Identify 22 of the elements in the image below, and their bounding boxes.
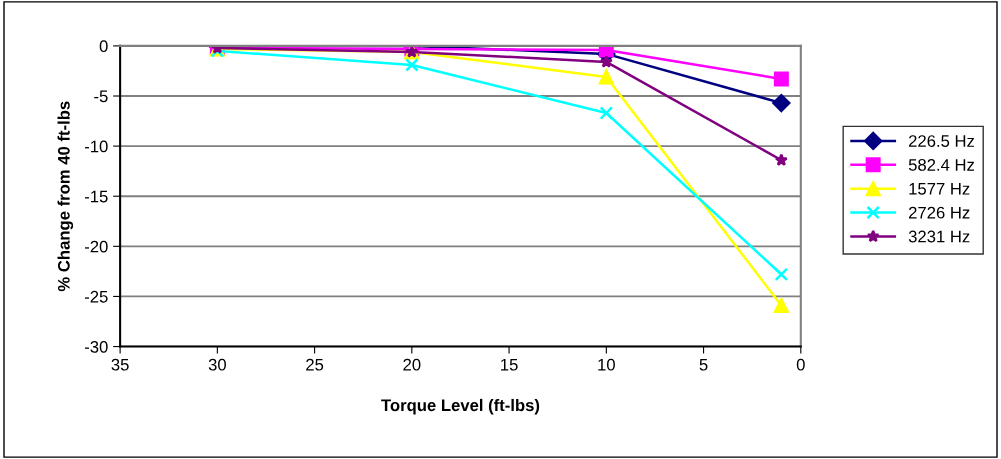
legend-label: 226.5 Hz: [909, 135, 975, 147]
y-tick-label: -20: [84, 240, 108, 253]
y-tick-label: 0: [99, 40, 108, 53]
x-tick-label: 0: [796, 358, 805, 371]
x-tick-label: 20: [403, 358, 421, 371]
x-tick-label: 35: [111, 358, 129, 371]
y-axis-title: % Change from 40 ft-lbs: [57, 101, 74, 292]
x-tick-label: 10: [598, 358, 615, 371]
y-tick-label: -30: [84, 340, 108, 353]
legend-label: 2726 Hz: [909, 206, 970, 219]
legend-label: 3231 Hz: [908, 230, 970, 243]
x-tick-label: 30: [208, 358, 226, 371]
x-axis-title: Torque Level (ft-lbs): [381, 398, 540, 415]
y-tick-label: -15: [84, 190, 108, 203]
y-tick-label: -10: [84, 140, 108, 153]
x-tick-label: 15: [501, 358, 518, 371]
y-tick-label: -5: [94, 90, 108, 103]
legend-label: 582.4 Hz: [908, 159, 975, 171]
legend-label: 1577 Hz: [909, 183, 970, 195]
x-tick-label: 25: [306, 358, 324, 371]
x-tick-label: 5: [699, 358, 708, 371]
y-tick-label: -25: [84, 290, 108, 303]
